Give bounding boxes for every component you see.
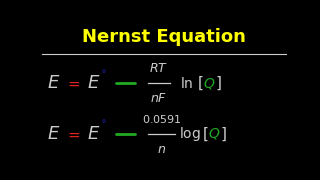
Text: $]$: $]$ [220,125,226,143]
Text: $E$: $E$ [47,125,60,143]
Text: $=$: $=$ [65,126,82,141]
Text: $n$: $n$ [157,143,166,156]
Text: $E$: $E$ [87,125,100,143]
Text: $E$: $E$ [87,74,100,92]
Text: $E$: $E$ [47,74,60,92]
Text: $=$: $=$ [65,76,82,91]
Text: $\mathrm{ln}$: $\mathrm{ln}$ [180,76,193,91]
Text: $RT$: $RT$ [149,62,169,75]
Text: $Q$: $Q$ [203,76,215,91]
Text: $\circ$: $\circ$ [100,116,107,126]
Text: Nernst Equation: Nernst Equation [82,28,246,46]
Text: $\mathrm{log}$: $\mathrm{log}$ [179,125,201,143]
Text: $\circ$: $\circ$ [100,65,107,75]
Text: $Q$: $Q$ [208,126,220,141]
Text: $[$: $[$ [202,125,208,143]
Text: $]$: $]$ [215,75,221,92]
Text: $[$: $[$ [197,75,203,92]
Text: $0.0591$: $0.0591$ [142,113,181,125]
Text: $nF$: $nF$ [150,92,168,105]
